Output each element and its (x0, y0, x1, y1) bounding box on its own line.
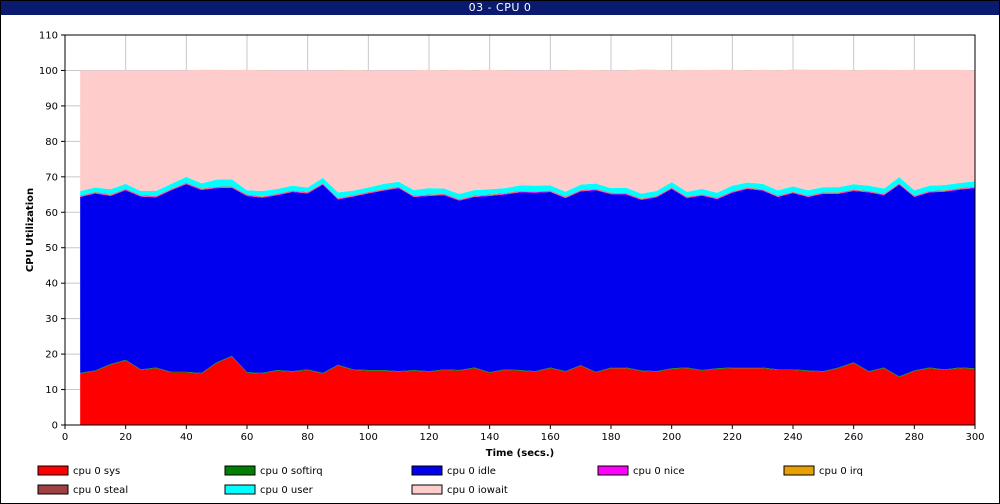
x-tick-label: 80 (301, 432, 314, 443)
legend: cpu 0 sys cpu 0 softirq cpu 0 idle cpu 0 ni… (37, 465, 863, 496)
area-cpu-0-idle (80, 184, 976, 377)
y-tick-label: 90 (45, 101, 58, 112)
legend-swatch-cpu-0-irq (783, 465, 815, 476)
x-tick-label: 200 (662, 432, 681, 443)
legend-swatch-cpu-0-steal (37, 484, 69, 495)
x-tick-label: 40 (180, 432, 193, 443)
y-tick-label: 80 (45, 137, 58, 148)
y-tick-label: 20 (45, 350, 58, 361)
x-tick-label: 120 (419, 432, 438, 443)
area-cpu-0-nice (80, 183, 976, 201)
legend-label-cpu-0-sys: cpu 0 sys (73, 466, 120, 477)
y-tick-label: 50 (45, 243, 58, 254)
x-tick-label: 140 (480, 432, 499, 443)
legend-swatch-cpu-0-idle (411, 465, 443, 476)
plot-border (64, 34, 976, 426)
x-tick-label: 160 (541, 432, 560, 443)
area-cpu-0-iowait (80, 69, 976, 194)
y-tick-label: 30 (45, 314, 58, 325)
legend-swatch-cpu-0-softirq (224, 465, 256, 476)
area-cpu-0-user (80, 176, 976, 200)
legend-label-cpu-0-irq: cpu 0 irq (819, 466, 863, 477)
x-tick-label: 300 (965, 432, 984, 443)
x-tick-label: 280 (905, 432, 924, 443)
area-series (80, 69, 976, 425)
legend-swatch-cpu-0-user (224, 484, 256, 495)
legend-label-cpu-0-iowait: cpu 0 iowait (447, 485, 508, 496)
legend-label-cpu-0-user: cpu 0 user (260, 485, 314, 496)
x-tick-label: 100 (359, 432, 378, 443)
y-tick-label: 70 (45, 172, 58, 183)
y-tick-label: 110 (39, 31, 58, 42)
x-axis-title: Time (secs.) (486, 448, 555, 459)
y-axis-title: CPU Utilization (25, 188, 36, 272)
x-tick-label: 180 (601, 432, 620, 443)
x-tick-label: 260 (844, 432, 863, 443)
legend-swatch-cpu-0-nice (597, 465, 629, 476)
legend-label-cpu-0-steal: cpu 0 steal (73, 485, 128, 496)
area-cpu-0-steal (80, 182, 976, 200)
y-tick-label: 10 (45, 385, 58, 396)
legend-swatch-cpu-0-sys (37, 465, 69, 476)
x-tick-label: 240 (783, 432, 802, 443)
legend-label-cpu-0-idle: cpu 0 idle (447, 466, 496, 477)
y-tick-label: 0 (52, 421, 58, 432)
chart-title: 03 - CPU 0 (1, 1, 999, 15)
y-tick-label: 40 (45, 279, 58, 290)
y-tick-label: 60 (45, 208, 58, 219)
x-tick-label: 220 (723, 432, 742, 443)
legend-label-cpu-0-softirq: cpu 0 softirq (260, 466, 323, 477)
x-tick-label: 20 (119, 432, 132, 443)
legend-swatch-cpu-0-iowait (411, 484, 443, 495)
x-tick-label: 0 (62, 432, 68, 443)
axes: 0 10 20 30 40 50 60 70 80 90 100 110 0 20 40 60 80 100 120… (39, 31, 985, 444)
area-cpu-0-sys (80, 356, 976, 425)
y-tick-label: 100 (39, 66, 58, 77)
x-tick-label: 60 (241, 432, 254, 443)
legend-label-cpu-0-nice: cpu 0 nice (633, 466, 685, 477)
